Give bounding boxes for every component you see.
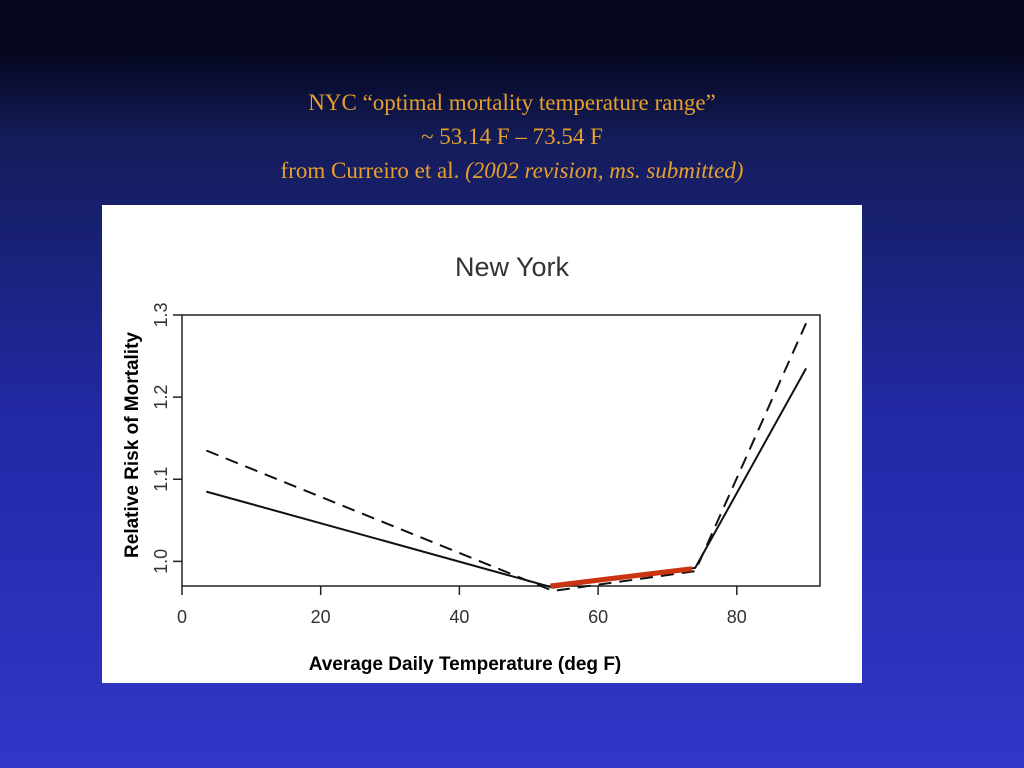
y-axis: 1.0 1.1 1.2 1.3 — [151, 302, 182, 574]
slide-title: NYC “optimal mortality temperature range… — [0, 86, 1024, 188]
y-tick-label-0: 1.0 — [151, 549, 171, 574]
series-dashed-line — [205, 322, 808, 592]
y-axis-label: Relative Risk of Mortality — [122, 332, 143, 558]
y-tick-label-2: 1.2 — [151, 385, 171, 410]
x-tick-label-3: 60 — [588, 607, 608, 627]
title-line-2: ~ 53.14 F – 73.54 F — [421, 124, 603, 149]
chart-figure: New York 0 20 40 60 80 1.0 1.1 1.2 1.3 Average … — [102, 205, 862, 683]
x-axis-label: Average Daily Temperature (deg F) — [309, 654, 622, 675]
x-tick-label-4: 80 — [727, 607, 747, 627]
series-solid-line — [206, 367, 807, 589]
title-line-3: from Curreiro et al. (2002 revision, ms.… — [0, 154, 1024, 188]
y-tick-label-3: 1.3 — [151, 302, 171, 327]
x-tick-label-2: 40 — [449, 607, 469, 627]
series-layer — [205, 322, 808, 592]
chart-svg: New York 0 20 40 60 80 1.0 1.1 1.2 1.3 Average … — [122, 252, 821, 675]
optimal-range-highlight — [550, 566, 693, 589]
title-line-1: NYC “optimal mortality temperature range… — [308, 90, 716, 115]
y-tick-label-1: 1.1 — [151, 467, 171, 492]
x-tick-label-1: 20 — [311, 607, 331, 627]
plot-frame — [181, 314, 821, 587]
title-line-3-citation: (2002 revision, ms. submitted) — [465, 158, 744, 183]
chart-title: New York — [455, 252, 570, 282]
x-axis: 0 20 40 60 80 — [177, 586, 747, 627]
x-tick-label-0: 0 — [177, 607, 187, 627]
title-line-3-text: from Curreiro et al. — [280, 158, 466, 183]
